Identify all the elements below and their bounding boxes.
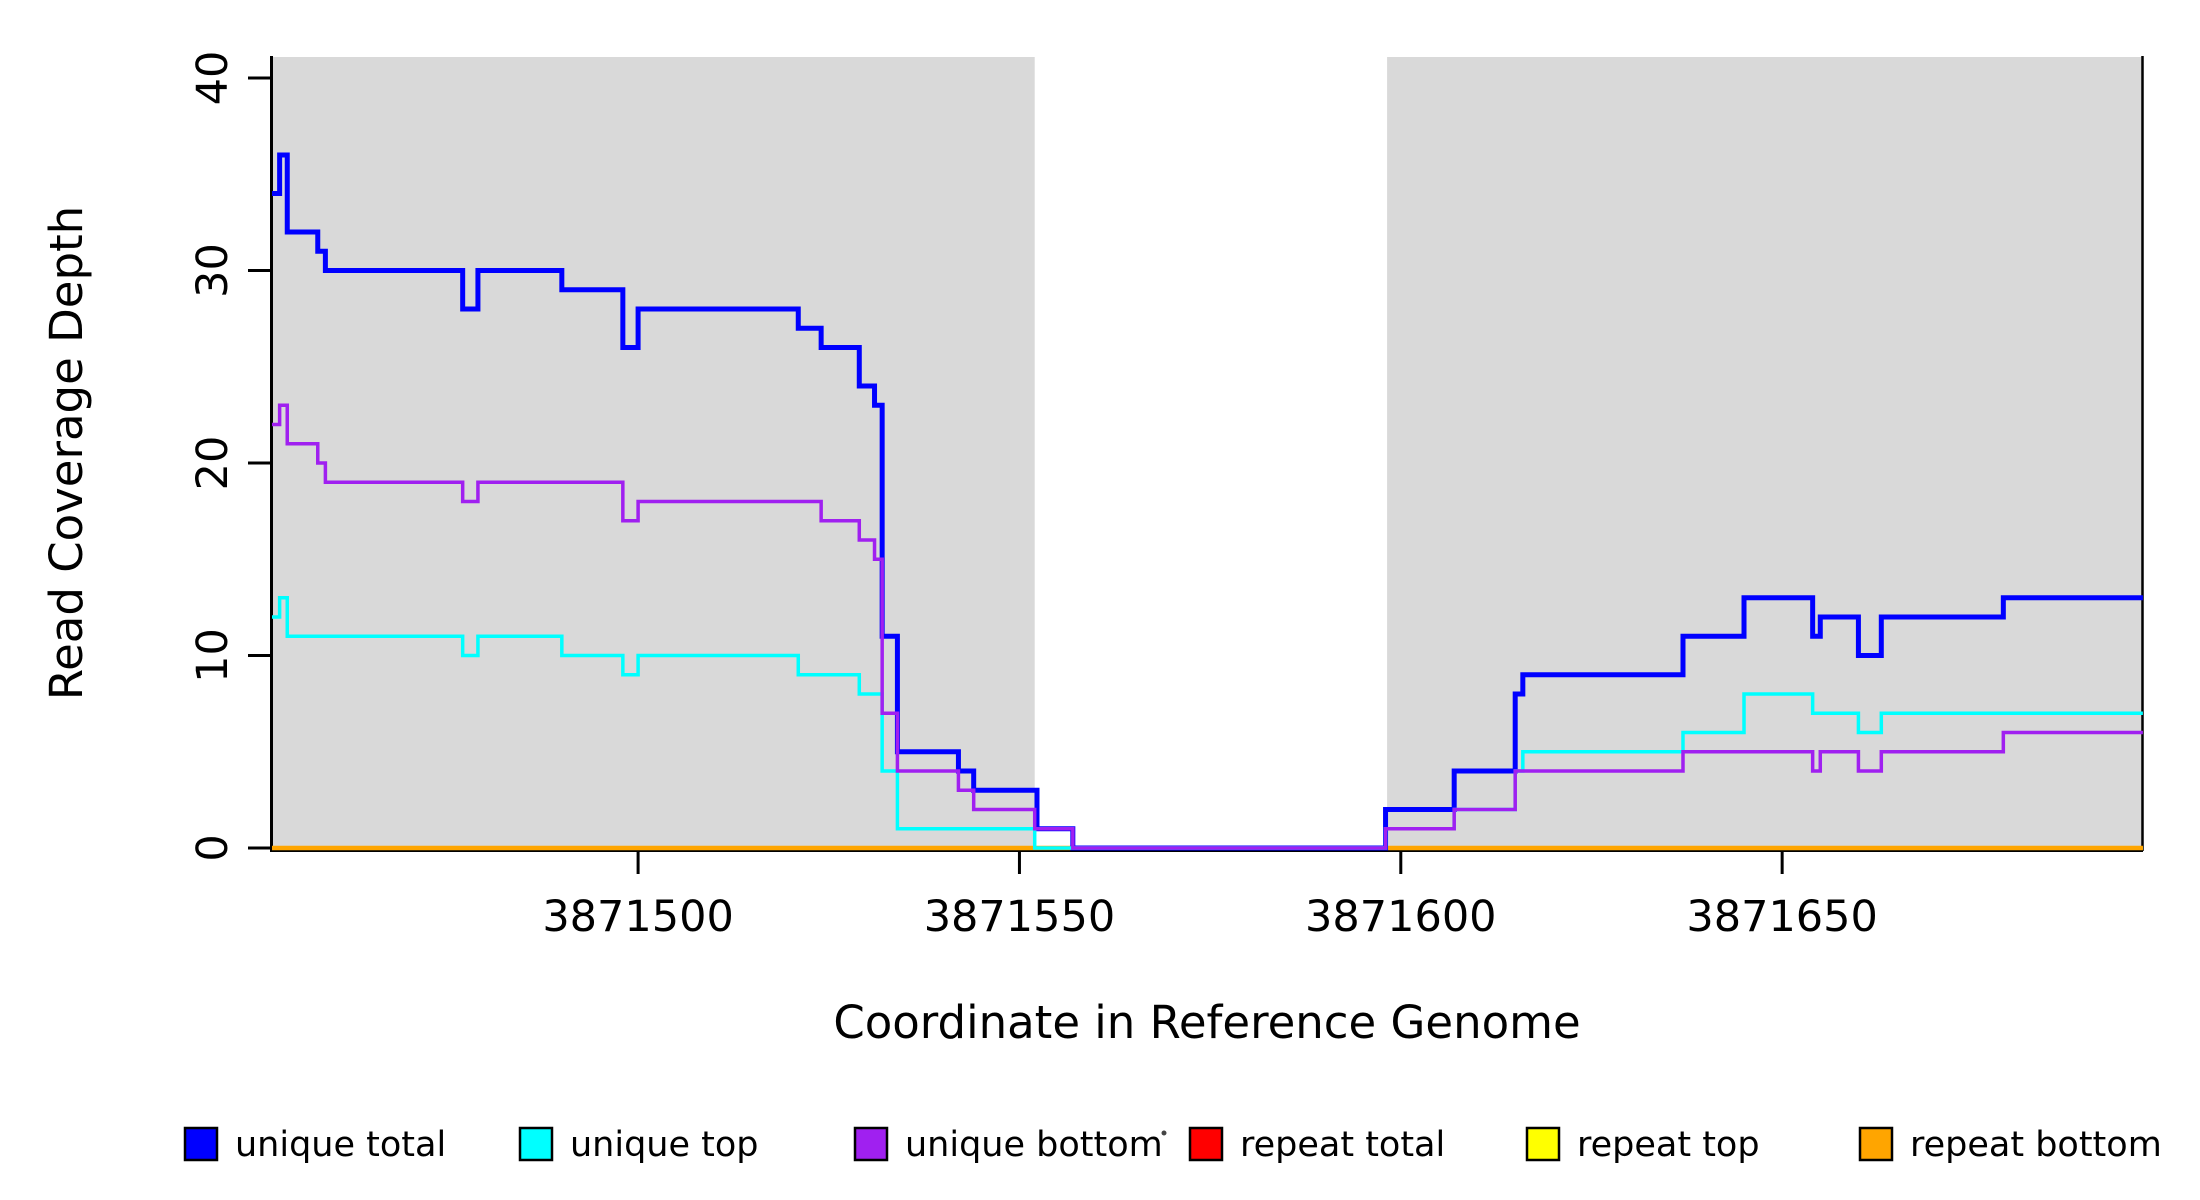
legend-swatch-repeat-top (1525, 1126, 1561, 1162)
y-tick-label: 10 (188, 628, 238, 683)
legend-label: unique bottom (905, 1125, 1163, 1165)
x-tick-label: 3871550 (924, 892, 1116, 942)
series-line-unique-total (272, 152, 2143, 851)
shaded-repeat-regions (272, 57, 2143, 850)
legend-swatch-unique-bottom (853, 1126, 889, 1162)
y-tick-label: 30 (188, 243, 238, 298)
legend-swatch-repeat-total (1188, 1126, 1224, 1162)
legend-label: repeat top (1577, 1125, 1760, 1165)
y-tick-label: 0 (188, 834, 238, 861)
x-tick-label: 3871650 (1686, 892, 1878, 942)
legend: unique total unique top unique bottom repea… (183, 1125, 2162, 1165)
legend-label: unique top (570, 1125, 759, 1165)
series-line-unique-bottom (272, 403, 2143, 850)
legend-entry: repeat top (1525, 1125, 1760, 1165)
legend-entry: repeat total (1188, 1125, 1445, 1165)
x-axis-title: Coordinate in Reference Genome (833, 996, 1580, 1049)
legend-swatch-unique-total (183, 1126, 219, 1162)
y-axis-title: Read Coverage Depth (40, 206, 93, 700)
x-tick-label: 3871600 (1305, 892, 1497, 942)
legend-entry: unique total (183, 1125, 446, 1165)
legend-entry: repeat bottom (1858, 1125, 2162, 1165)
legend-label: unique total (235, 1125, 446, 1165)
y-axis-ticks: 0 10 20 30 40 (188, 51, 272, 862)
legend-label: repeat bottom (1910, 1125, 2162, 1165)
y-tick-label: 20 (188, 436, 238, 491)
x-tick-label: 3871500 (542, 892, 734, 942)
legend-swatch-unique-top (518, 1126, 554, 1162)
legend-entry: unique top (518, 1125, 759, 1165)
stray-dot-artifact (1161, 1130, 1167, 1136)
legend-swatch-repeat-bottom (1858, 1126, 1894, 1162)
series-lines (272, 152, 2143, 851)
shaded-region (272, 57, 1035, 850)
x-axis-ticks: 3871500 3871550 3871600 3871650 (542, 850, 1878, 942)
series-line-unique-top (272, 596, 2143, 850)
legend-label: repeat total (1240, 1125, 1445, 1165)
legend-entry: unique bottom (853, 1125, 1163, 1165)
y-tick-label: 40 (188, 51, 238, 106)
